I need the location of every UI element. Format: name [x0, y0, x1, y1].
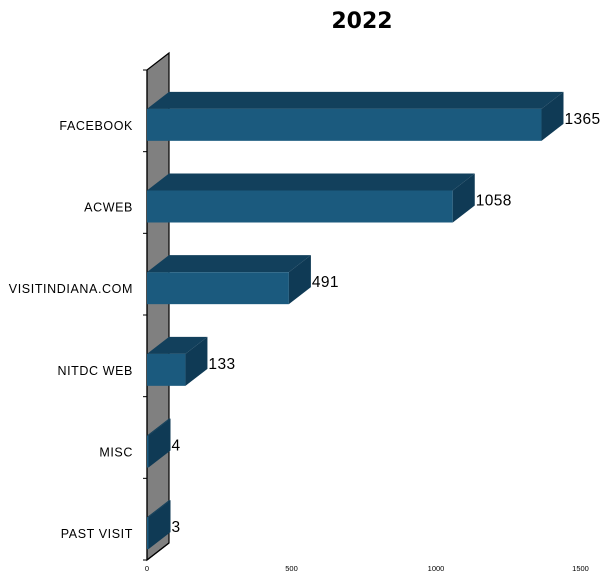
category-label: VISITINDIANA.COM — [9, 282, 133, 296]
x-axis-depth-edge — [146, 542, 170, 561]
value-label: 3 — [172, 519, 181, 536]
bar-past-visit — [147, 500, 171, 550]
category-label: NITDC WEB — [57, 364, 133, 378]
bar-end-face — [148, 500, 171, 550]
bar-top-face — [147, 255, 311, 273]
bars — [147, 91, 564, 550]
bar-front-face — [147, 272, 289, 305]
x-tick-label: 1000 — [428, 564, 445, 573]
value-label: 1365 — [564, 111, 600, 128]
x-tick-label: 1500 — [572, 564, 589, 573]
bar-end-face — [148, 418, 171, 468]
bar-top-face — [147, 500, 171, 518]
bar-front-face — [147, 353, 186, 386]
value-labels: 1365 1058 491 133 4 3 — [172, 111, 601, 536]
bar-top-face — [147, 418, 171, 436]
bar-end-face — [541, 91, 564, 141]
bar-misc — [147, 418, 171, 468]
bar-end-face — [185, 336, 208, 386]
bar-end-face — [452, 173, 475, 223]
bar-top-face — [147, 173, 475, 191]
value-label: 4 — [172, 438, 181, 455]
value-label: 133 — [208, 356, 235, 373]
x-tick-label: 0 — [145, 564, 149, 573]
bar-top-face — [147, 91, 564, 109]
x-tick-label: 500 — [285, 564, 298, 573]
x-axis: 0 500 1000 1500 — [145, 542, 589, 573]
bar-end-face — [288, 255, 311, 305]
bar-front-face — [147, 517, 149, 550]
category-label: MISC — [99, 446, 133, 460]
value-label: 1058 — [476, 193, 512, 210]
bar-nitdc-web — [147, 336, 208, 386]
category-labels: FACEBOOK ACWEB VISITINDIANA.COM NITDC WEB MI… — [9, 119, 133, 541]
bar-front-face — [147, 108, 542, 141]
bar-visitindiana-com — [147, 255, 311, 305]
chart-title: 2022 — [331, 9, 392, 34]
bar-top-face — [147, 336, 208, 354]
value-label: 491 — [312, 274, 339, 291]
bar-front-face — [147, 190, 453, 223]
bar-facebook — [147, 91, 564, 141]
category-label: FACEBOOK — [59, 119, 133, 133]
category-label: ACWEB — [84, 201, 133, 215]
bar-front-face — [147, 435, 149, 468]
bar-acweb — [147, 173, 475, 223]
category-label: PAST VISIT — [61, 527, 133, 541]
